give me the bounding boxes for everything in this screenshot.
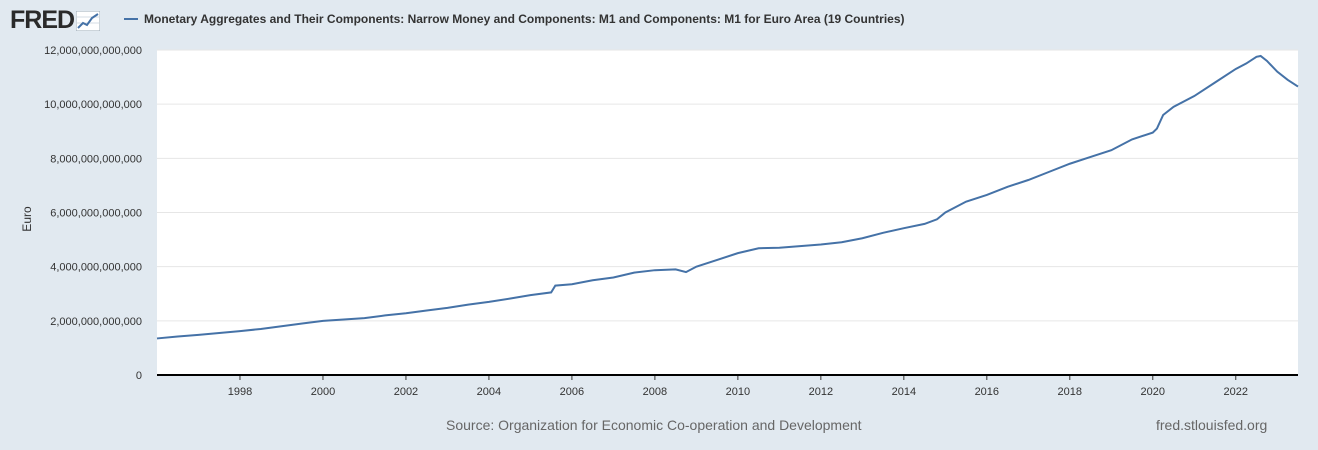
x-tick-label: 2010: [726, 386, 750, 398]
fred-logo[interactable]: FRED: [10, 6, 101, 34]
graph-icon: [76, 10, 101, 31]
x-tick-label: 2020: [1141, 386, 1165, 398]
chart-legend: Monetary Aggregates and Their Components…: [124, 12, 905, 26]
y-tick-label: 6,000,000,000,000: [50, 208, 142, 220]
series-line: [156, 54, 1299, 340]
y-axis-ticks: 0 2,000,000,000,000 4,000,000,000,000 6,000…: [44, 45, 142, 382]
x-tick-label: 2022: [1224, 386, 1248, 398]
y-tick-label: 10,000,000,000,000: [44, 99, 142, 111]
series-title: Monetary Aggregates and Their Components…: [144, 12, 905, 26]
fred-logo-text: FRED: [10, 6, 75, 34]
site-link[interactable]: fred.stlouisfed.org: [1156, 417, 1268, 433]
x-tick-label: 2006: [560, 386, 584, 398]
x-axis-ticks: 1998 2000 2002 2004 2006 2008 2010 2012 2014 2016…: [228, 375, 1248, 398]
y-tick-label: 4,000,000,000,000: [50, 262, 142, 274]
y-tick-label: 2,000,000,000,000: [50, 316, 142, 328]
y-tick-label: 0: [136, 370, 142, 382]
legend-swatch: [124, 18, 138, 20]
x-tick-label: 2012: [809, 386, 833, 398]
grid-lines: [157, 49, 1298, 322]
x-tick-label: 2014: [892, 386, 916, 398]
x-tick-label: 2004: [477, 386, 501, 398]
x-tick-label: 2016: [975, 386, 999, 398]
x-tick-label: 1998: [228, 386, 252, 398]
x-tick-label: 2000: [311, 386, 335, 398]
x-tick-label: 2008: [643, 386, 667, 398]
y-tick-label: 12,000,000,000,000: [44, 45, 142, 57]
x-tick-label: 2018: [1058, 386, 1082, 398]
x-tick-label: 2002: [394, 386, 418, 398]
source-note: Source: Organization for Economic Co-ope…: [446, 417, 862, 433]
y-tick-label: 8,000,000,000,000: [50, 153, 142, 165]
